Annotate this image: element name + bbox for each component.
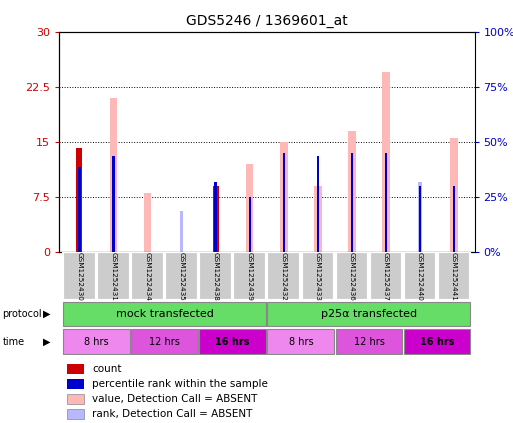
- Text: value, Detection Call = ABSENT: value, Detection Call = ABSENT: [92, 394, 258, 404]
- Bar: [314, 186, 322, 252]
- Text: GSM1252432: GSM1252432: [281, 252, 287, 300]
- Text: 8 hrs: 8 hrs: [84, 337, 109, 346]
- Bar: [131, 252, 164, 300]
- Bar: [385, 153, 387, 252]
- Bar: [67, 364, 84, 374]
- Text: 8 hrs: 8 hrs: [288, 337, 313, 346]
- Text: 12 hrs: 12 hrs: [353, 337, 384, 346]
- Bar: [280, 142, 288, 252]
- Bar: [200, 329, 266, 354]
- Bar: [267, 302, 470, 327]
- Bar: [348, 131, 356, 252]
- Text: GSM1252436: GSM1252436: [349, 252, 355, 300]
- Bar: [67, 409, 84, 419]
- Bar: [200, 252, 232, 300]
- Text: ▶: ▶: [43, 309, 50, 319]
- Text: p25α transfected: p25α transfected: [321, 309, 417, 319]
- Bar: [404, 252, 437, 300]
- Bar: [317, 157, 319, 252]
- Bar: [267, 252, 300, 300]
- Bar: [144, 193, 151, 252]
- Text: GSM1252433: GSM1252433: [315, 252, 321, 300]
- Bar: [180, 212, 183, 252]
- Bar: [370, 252, 402, 300]
- Bar: [63, 302, 266, 327]
- Text: ▶: ▶: [43, 337, 50, 346]
- Bar: [233, 252, 266, 300]
- Bar: [212, 186, 219, 252]
- Text: GSM1252437: GSM1252437: [383, 252, 389, 300]
- Text: rank, Detection Call = ABSENT: rank, Detection Call = ABSENT: [92, 409, 252, 419]
- Bar: [453, 186, 455, 252]
- Bar: [246, 164, 253, 252]
- Bar: [76, 148, 83, 252]
- Bar: [248, 197, 251, 252]
- Bar: [63, 329, 130, 354]
- Bar: [382, 72, 390, 252]
- Bar: [97, 252, 130, 300]
- Bar: [283, 153, 285, 252]
- Text: 16 hrs: 16 hrs: [215, 337, 250, 346]
- Text: mock transfected: mock transfected: [115, 309, 213, 319]
- Bar: [419, 186, 421, 252]
- Bar: [78, 168, 81, 252]
- Text: GSM1252434: GSM1252434: [145, 252, 150, 300]
- Bar: [267, 329, 334, 354]
- Bar: [67, 394, 84, 404]
- Text: 16 hrs: 16 hrs: [420, 337, 455, 346]
- Bar: [63, 252, 96, 300]
- Bar: [404, 329, 470, 354]
- Text: GSM1252431: GSM1252431: [110, 252, 116, 300]
- Bar: [418, 182, 422, 252]
- Text: GSM1252438: GSM1252438: [213, 252, 219, 300]
- Bar: [110, 98, 117, 252]
- Bar: [450, 138, 458, 252]
- Text: count: count: [92, 364, 122, 374]
- Text: GSM1252435: GSM1252435: [179, 252, 185, 300]
- Bar: [336, 252, 368, 300]
- Text: protocol: protocol: [3, 309, 42, 319]
- Text: percentile rank within the sample: percentile rank within the sample: [92, 379, 268, 390]
- Text: GSM1252439: GSM1252439: [247, 252, 253, 300]
- Bar: [112, 157, 115, 252]
- Text: 12 hrs: 12 hrs: [149, 337, 180, 346]
- Text: GSM1252441: GSM1252441: [451, 252, 457, 300]
- Text: GSM1252440: GSM1252440: [417, 252, 423, 300]
- Bar: [131, 329, 198, 354]
- Bar: [351, 153, 353, 252]
- Bar: [165, 252, 198, 300]
- Text: time: time: [3, 337, 25, 346]
- Title: GDS5246 / 1369601_at: GDS5246 / 1369601_at: [186, 14, 348, 28]
- Text: GSM1252430: GSM1252430: [76, 252, 83, 300]
- Bar: [336, 329, 402, 354]
- Bar: [67, 379, 84, 390]
- Bar: [214, 182, 217, 252]
- Bar: [438, 252, 470, 300]
- Bar: [302, 252, 334, 300]
